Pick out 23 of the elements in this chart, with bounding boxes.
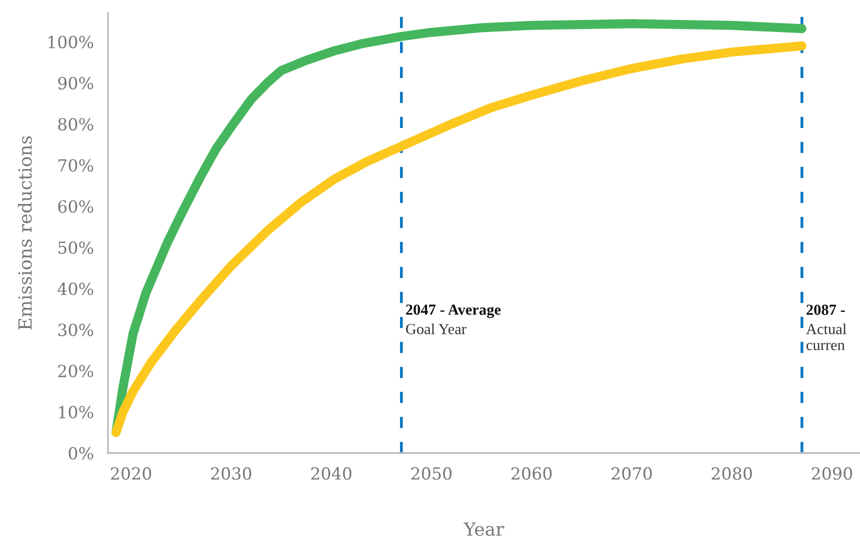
x-tick-label: 2060 — [511, 467, 552, 480]
y-axis-title: Emissions reductions — [18, 136, 32, 330]
x-axis-title: Year — [464, 522, 504, 536]
x-tick-label: 2050 — [411, 467, 452, 480]
y-tick-label: 20% — [58, 364, 94, 378]
x-tick-label: 2040 — [311, 467, 352, 480]
x-tick-label: 2030 — [211, 467, 252, 480]
y-tick-label: 30% — [58, 324, 94, 336]
y-tick-label: 50% — [58, 241, 94, 254]
y-tick-label: 60% — [58, 200, 94, 213]
x-tick-label: 2020 — [110, 467, 152, 480]
y-tick-label: 70% — [58, 159, 94, 172]
y-tick-label: 80% — [58, 118, 94, 131]
x-tick-label: 2070 — [612, 467, 652, 480]
y-tick-label: 100% — [48, 36, 94, 48]
x-tick-label: 2090 — [812, 467, 852, 480]
y-tick-label: 0% — [68, 446, 94, 460]
ref-line-label: 2047 - Average Goal Year — [406, 304, 501, 334]
x-tick-label: 2080 — [712, 467, 752, 480]
y-tick-label: 90% — [58, 76, 94, 90]
y-tick-label: 40% — [58, 282, 94, 296]
y-tick-label: 10% — [59, 406, 94, 418]
ref-line-label: 2087 - Actual curren — [806, 304, 846, 350]
